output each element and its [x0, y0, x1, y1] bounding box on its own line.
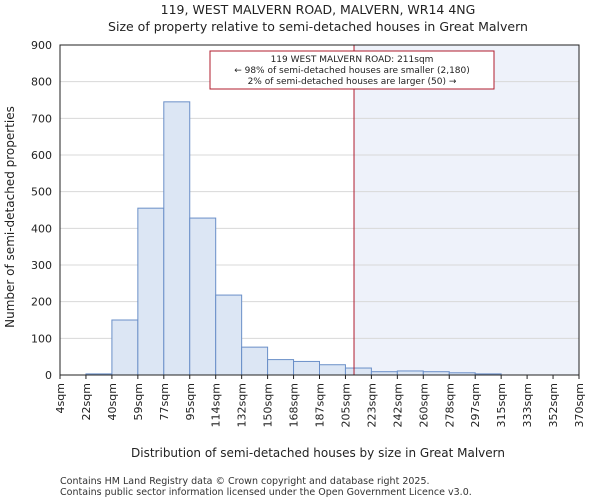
x-tick-label: 4sqm — [54, 383, 67, 413]
bar — [215, 294, 243, 376]
annotation-line-1: 119 WEST MALVERN ROAD: 211sqm — [271, 55, 434, 65]
x-tick-label: 114sqm — [210, 383, 223, 427]
larger-region-shade — [354, 45, 579, 375]
x-tick-label: 370sqm — [573, 383, 586, 427]
annotation-line-2: ← 98% of semi-detached houses are smalle… — [234, 66, 470, 76]
bar — [241, 346, 269, 376]
chart-subtitle: Size of property relative to semi-detach… — [108, 19, 528, 34]
x-tick-label: 187sqm — [314, 383, 327, 427]
annotation-frame — [209, 50, 495, 90]
bar — [137, 207, 165, 376]
bar — [111, 319, 139, 376]
bar — [163, 101, 191, 376]
y-tick-label: 800 — [31, 76, 52, 89]
plot-frame — [59, 44, 580, 376]
y-tick-label: 400 — [31, 222, 52, 235]
annotation-line-3: 2% of semi-detached houses are larger (5… — [248, 77, 457, 87]
x-tick-label: 132sqm — [236, 383, 249, 427]
x-tick-label: 205sqm — [339, 383, 352, 427]
y-tick-label: 0 — [45, 369, 52, 382]
x-axis-label: Distribution of semi-detached houses by … — [131, 446, 505, 460]
y-tick-label: 500 — [31, 186, 52, 199]
x-tick-label: 315sqm — [495, 383, 508, 427]
bar — [344, 367, 372, 376]
x-tick-label: 95sqm — [184, 383, 197, 420]
x-tick-label: 242sqm — [391, 383, 404, 427]
x-tick-label: 77sqm — [158, 383, 171, 420]
x-tick-label: 40sqm — [106, 383, 119, 420]
bar — [293, 360, 320, 376]
y-tick-label: 700 — [31, 112, 52, 125]
y-axis-label: Number of semi-detached properties — [3, 106, 17, 328]
x-tick-label: 168sqm — [288, 383, 301, 427]
x-tick-label: 22sqm — [80, 383, 93, 420]
x-tick-label: 223sqm — [365, 383, 378, 427]
chart-title: 119, WEST MALVERN ROAD, MALVERN, WR14 4N… — [161, 2, 476, 17]
x-tick-label: 59sqm — [132, 383, 145, 420]
y-tick-label: 100 — [31, 332, 52, 345]
x-tick-label: 150sqm — [262, 383, 275, 427]
x-tick-label: 278sqm — [443, 383, 456, 427]
bars — [85, 101, 502, 376]
y-tick-label: 900 — [31, 39, 52, 52]
bar — [319, 364, 346, 376]
bar — [189, 217, 217, 376]
y-tick-label: 300 — [31, 259, 52, 272]
x-tick-label: 352sqm — [547, 383, 560, 427]
x-tick-label: 297sqm — [469, 383, 482, 427]
bar — [396, 370, 424, 376]
footer-line-1: Contains HM Land Registry data © Crown c… — [60, 476, 430, 487]
bar — [267, 359, 295, 376]
x-tick-label: 260sqm — [417, 383, 430, 427]
x-tick-label: 333sqm — [521, 383, 534, 427]
x-tick-labels: 4sqm 22sqm 40sqm 59sqm 77sqm 95sqm 114sqm 132sq… — [54, 375, 586, 427]
y-tick-labels: 0 100 200 300 400 500 600 700 800 900 — [31, 39, 52, 382]
y-tick-label: 200 — [31, 296, 52, 309]
y-tick-label: 600 — [31, 149, 52, 162]
footer-line-2: Contains public sector information licen… — [60, 487, 472, 498]
annotation-box: 119 WEST MALVERN ROAD: 211sqm ← 98% of s… — [209, 50, 495, 90]
